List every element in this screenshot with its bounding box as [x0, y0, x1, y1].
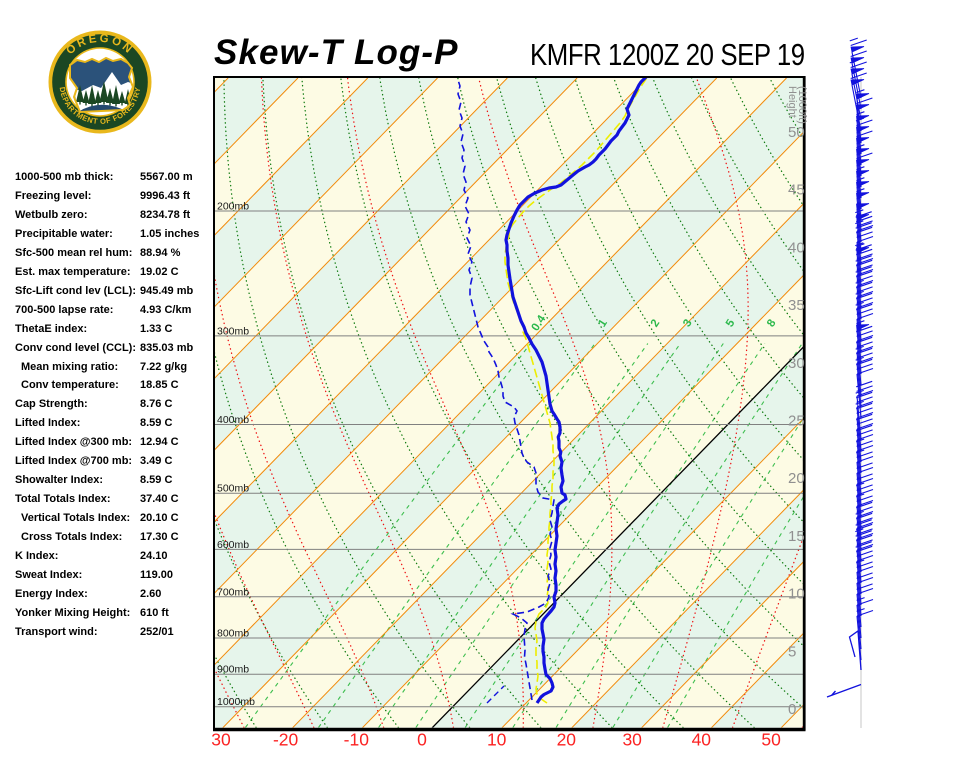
svg-text:25: 25	[788, 413, 805, 430]
svg-text:35: 35	[788, 297, 805, 314]
svg-text:20: 20	[788, 470, 805, 487]
svg-text:Height: Height	[786, 86, 798, 118]
svg-text:30: 30	[788, 355, 805, 372]
svg-text:900mb: 900mb	[217, 664, 249, 676]
svg-text:50: 50	[761, 730, 781, 750]
svg-text:30: 30	[622, 730, 642, 750]
svg-text:1000mb: 1000mb	[217, 696, 255, 708]
svg-text:20: 20	[557, 730, 577, 750]
svg-text:200mb: 200mb	[217, 201, 249, 213]
svg-text:700mb: 700mb	[217, 586, 249, 598]
svg-text:5: 5	[788, 643, 796, 660]
svg-text:500mb: 500mb	[217, 483, 249, 495]
svg-text:10: 10	[487, 730, 507, 750]
svg-text:400mb: 400mb	[217, 414, 249, 426]
svg-text:0: 0	[417, 730, 427, 750]
svg-text:0: 0	[788, 701, 796, 718]
svg-text:15: 15	[788, 528, 805, 545]
svg-text:(1000ft): (1000ft)	[796, 86, 808, 124]
svg-text:50: 50	[788, 124, 805, 141]
svg-text:45: 45	[788, 182, 805, 199]
svg-text:-10: -10	[344, 730, 370, 750]
svg-text:40: 40	[788, 239, 805, 256]
svg-text:-20: -20	[273, 730, 299, 750]
svg-text:800mb: 800mb	[217, 628, 249, 640]
svg-text:300mb: 300mb	[217, 325, 249, 337]
svg-text:3: 3	[681, 317, 695, 329]
svg-text:40: 40	[692, 730, 712, 750]
svg-text:2: 2	[649, 317, 663, 329]
svg-text:600mb: 600mb	[217, 539, 249, 551]
svg-text:10: 10	[788, 586, 805, 603]
svg-text:30: 30	[211, 730, 231, 750]
